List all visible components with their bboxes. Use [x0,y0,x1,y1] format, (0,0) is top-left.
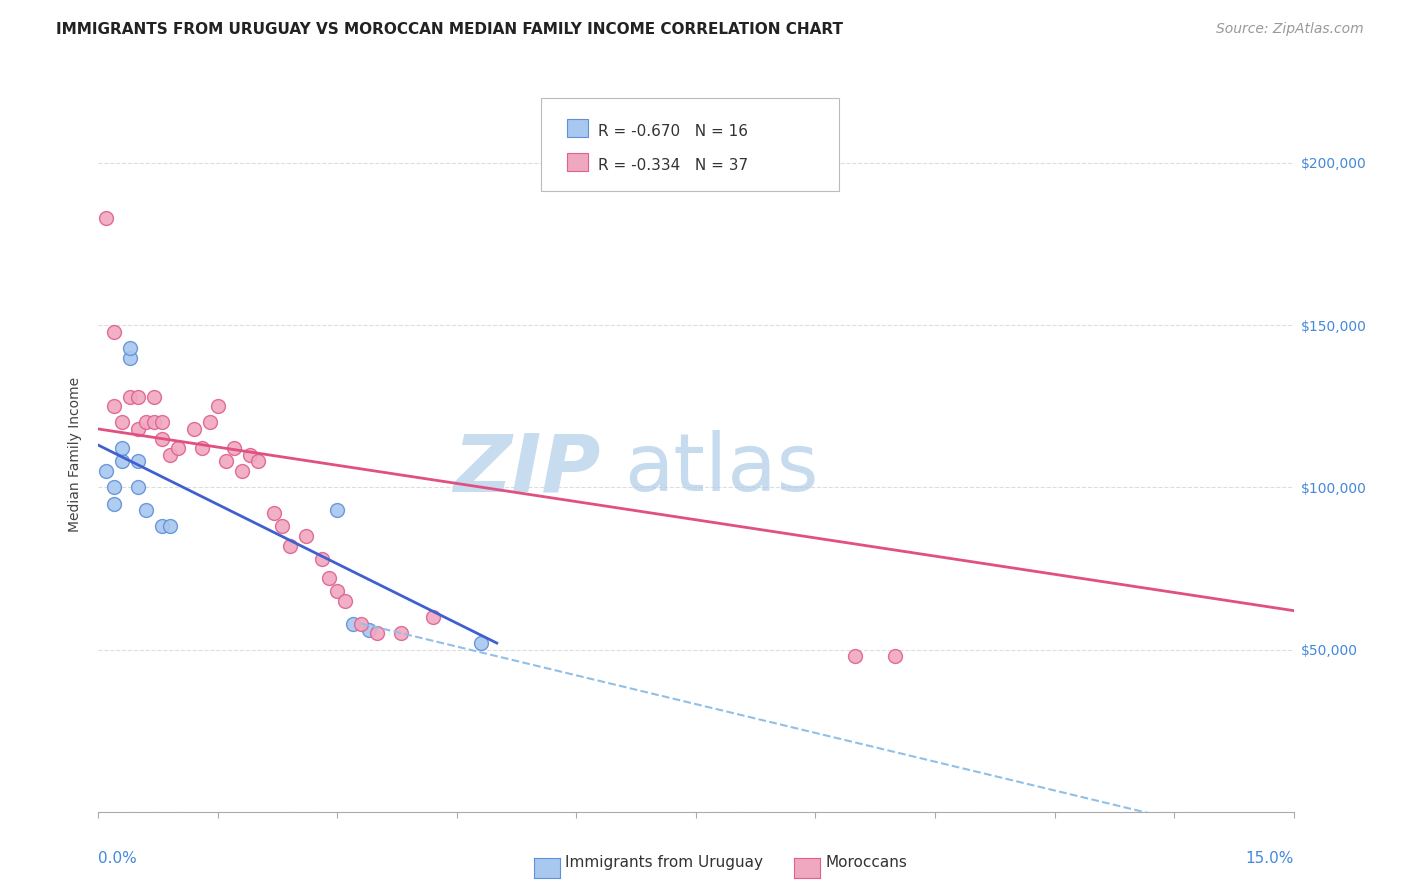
Point [844,648,866,663]
Point [127,422,149,436]
Point [127,390,149,404]
Point [96,211,118,226]
Point [120,351,142,365]
Point [278,539,301,553]
Point [120,390,142,404]
Text: Moroccans: Moroccans [825,855,907,870]
Point [111,454,134,468]
Point [183,422,205,436]
Point [150,519,173,533]
Point [120,341,142,355]
Point [389,626,412,640]
Point [326,503,349,517]
Point [103,480,125,494]
Point [239,448,262,462]
Text: IMMIGRANTS FROM URUGUAY VS MOROCCAN MEDIAN FAMILY INCOME CORRELATION CHART: IMMIGRANTS FROM URUGUAY VS MOROCCAN MEDI… [56,22,844,37]
Point [263,506,285,520]
Point [422,610,444,624]
Point [246,454,269,468]
Point [222,442,245,456]
Point [143,390,166,404]
Point [127,480,149,494]
Text: 0.0%: 0.0% [98,851,138,866]
Text: Immigrants from Uruguay: Immigrants from Uruguay [565,855,763,870]
Text: R = -0.334   N = 37: R = -0.334 N = 37 [598,158,748,173]
Point [191,442,214,456]
Text: ZIP: ZIP [453,430,600,508]
Point [350,616,373,631]
Point [270,519,292,533]
Point [167,442,190,456]
Point [326,584,349,599]
Text: atlas: atlas [624,430,818,508]
Point [335,594,357,608]
Point [135,503,157,517]
Point [96,464,118,478]
Point [311,551,333,566]
Point [143,416,166,430]
Point [294,529,316,543]
Point [342,616,364,631]
Point [198,416,221,430]
Point [318,571,340,585]
Point [159,519,181,533]
Text: 15.0%: 15.0% [1246,851,1294,866]
Point [159,448,181,462]
FancyBboxPatch shape [567,120,589,137]
Point [103,325,125,339]
Point [103,399,125,413]
Point [231,464,253,478]
FancyBboxPatch shape [567,153,589,171]
Text: R = -0.670   N = 16: R = -0.670 N = 16 [598,124,748,139]
Point [135,416,157,430]
Point [470,636,492,650]
Point [150,416,173,430]
Point [884,648,907,663]
Point [207,399,229,413]
Point [366,626,388,640]
Point [215,454,238,468]
FancyBboxPatch shape [540,98,839,191]
Point [103,497,125,511]
Point [127,454,149,468]
Point [359,623,381,637]
Point [111,416,134,430]
Point [111,442,134,456]
Text: Source: ZipAtlas.com: Source: ZipAtlas.com [1216,22,1364,37]
Y-axis label: Median Family Income: Median Family Income [69,377,83,533]
Point [150,432,173,446]
